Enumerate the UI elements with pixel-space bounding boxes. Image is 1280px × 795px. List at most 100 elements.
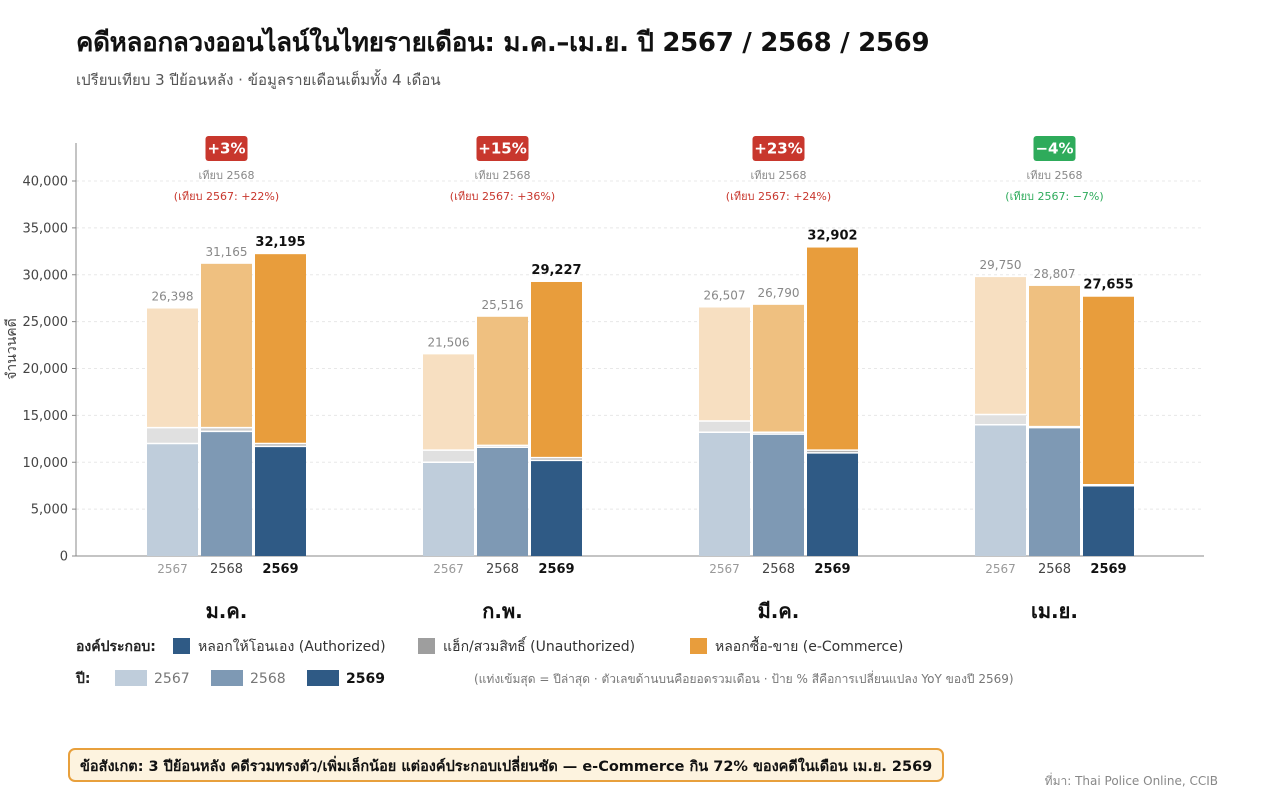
bar-total-label: 32,902 (807, 229, 857, 244)
y-tick-label: 25,000 (23, 315, 69, 330)
yoy-change-value: −4% (1035, 140, 1073, 158)
bar-segment-authorized (423, 462, 474, 556)
legend-year-label: 2568 (250, 671, 286, 687)
bar-segment-ecommerce (531, 281, 582, 458)
bar-segment-unauthorized (255, 443, 306, 447)
bar-year-label: 2568 (486, 562, 519, 577)
month-label: ม.ค. (206, 599, 248, 623)
legend-note: (แท่งเข้มสุด = ปีล่าสุด · ตัวเลขด้านบนคื… (474, 670, 1014, 687)
bar-segment-ecommerce (807, 247, 858, 451)
bar-segment-ecommerce (477, 316, 528, 446)
compare-2567-label: (เทียบ 2567: +36%) (450, 190, 555, 203)
bar-year-label: 2569 (814, 562, 850, 577)
bar-segment-unauthorized (699, 421, 750, 433)
legend-component-label: แฮ็ก/สวมสิทธิ์ (Unauthorized) (443, 636, 635, 655)
bar-segment-unauthorized (477, 445, 528, 448)
bar-total-label: 31,165 (206, 245, 248, 259)
y-tick-label: 20,000 (23, 362, 69, 377)
bar-segment-unauthorized (975, 414, 1026, 425)
bar-segment-unauthorized (753, 432, 804, 435)
bar-segment-unauthorized (531, 457, 582, 461)
chart-title: คดีหลอกลวงออนไลน์ในไทยรายเดือน: ม.ค.–เม.… (76, 28, 930, 58)
legend-year-swatch (307, 670, 339, 686)
bar-total-label: 26,507 (704, 288, 746, 302)
bar-total-label: 27,655 (1083, 278, 1133, 293)
compare-2567-label: (เทียบ 2567: +22%) (174, 190, 279, 203)
bar-segment-authorized (699, 432, 750, 556)
bar-segment-authorized (975, 424, 1026, 556)
bar-total-label: 29,227 (531, 263, 581, 278)
bar-year-label: 2567 (433, 562, 464, 576)
yoy-change-badge (476, 136, 529, 161)
y-tick-label: 30,000 (23, 268, 69, 283)
bar-segment-ecommerce (1029, 285, 1080, 427)
bar-segment-authorized (1083, 485, 1134, 556)
y-tick-label: 35,000 (23, 221, 69, 236)
source-credit: ที่มา: Thai Police Online, CCIB (1044, 774, 1218, 788)
bar-year-label: 2567 (157, 562, 188, 576)
yoy-change-value: +23% (754, 140, 802, 158)
compare-2567-label: (เทียบ 2567: −7%) (1005, 190, 1103, 203)
bar-year-label: 2569 (262, 562, 298, 577)
bar-total-label: 28,807 (1034, 267, 1076, 281)
yoy-change-badge (752, 136, 805, 161)
bar-segment-ecommerce (975, 277, 1026, 415)
legend-year-header: ปี: (75, 671, 91, 687)
bar-total-label: 29,750 (980, 258, 1022, 272)
legend-component-label: หลอกซื้อ-ขาย (e-Commerce) (715, 636, 903, 655)
legend-year-label: 2567 (154, 671, 190, 687)
legend-year-swatch (115, 670, 147, 686)
bar-segment-ecommerce (423, 354, 474, 451)
bar-year-label: 2568 (762, 562, 795, 577)
y-tick-label: 0 (60, 550, 68, 565)
stacked-bar-chart: 0 5,000 10,000 15,000 20,000 25,000 30,000 35,0… (4, 136, 1204, 687)
month-label: มี.ค. (758, 599, 800, 623)
yoy-change-value: +15% (478, 140, 526, 158)
bar-year-label: 2568 (210, 562, 243, 577)
bar-year-label: 2567 (985, 562, 1016, 576)
yoy-change-badge (205, 136, 248, 161)
bar-segment-ecommerce (753, 304, 804, 433)
bar-segment-authorized (1029, 427, 1080, 556)
bar-segment-authorized (531, 460, 582, 556)
bar-segment-unauthorized (807, 450, 858, 453)
insight-note: ข้อสังเกต: 3 ปีย้อนหลัง คดีรวมทรงตัว/เพิ… (68, 748, 945, 782)
bar-total-label: 26,398 (152, 290, 194, 304)
bar-segment-ecommerce (201, 263, 252, 428)
bar-segment-unauthorized (201, 427, 252, 432)
y-axis-label: จำนวนคดี (4, 318, 20, 380)
compare-2567-label: (เทียบ 2567: +24%) (726, 190, 831, 203)
legend-year-swatch (211, 670, 243, 686)
chart-subtitle: เปรียบเทียบ 3 ปีย้อนหลัง · ข้อมูลรายเดือ… (76, 71, 441, 89)
y-tick-label: 15,000 (23, 409, 69, 424)
compare-label: เทียบ 2568 (475, 169, 531, 182)
bar-year-label: 2567 (709, 562, 740, 576)
bar-total-label: 26,790 (758, 286, 800, 300)
legend-component-label: หลอกให้โอนเอง (Authorized) (198, 638, 386, 655)
bar-year-label: 2569 (1090, 562, 1126, 577)
y-tick-label: 5,000 (31, 503, 68, 518)
month-label: ก.พ. (482, 599, 523, 623)
bar-segment-authorized (201, 431, 252, 556)
y-tick-label: 10,000 (23, 456, 69, 471)
bar-segment-authorized (147, 443, 198, 556)
bar-segment-ecommerce (1083, 296, 1134, 485)
bar-year-label: 2569 (538, 562, 574, 577)
compare-label: เทียบ 2568 (751, 169, 807, 182)
bar-total-label: 32,195 (255, 235, 305, 250)
bar-segment-authorized (807, 452, 858, 556)
bar-total-label: 25,516 (482, 298, 524, 312)
compare-label: เทียบ 2568 (199, 169, 255, 182)
y-tick-label: 40,000 (23, 175, 69, 190)
yoy-change-badge (1033, 136, 1076, 161)
bar-segment-authorized (255, 446, 306, 556)
legend-swatch (690, 638, 707, 654)
legend-swatch (173, 638, 190, 654)
bar-segment-unauthorized (423, 450, 474, 463)
compare-label: เทียบ 2568 (1027, 169, 1083, 182)
legend-year-label: 2569 (346, 671, 385, 687)
bar-segment-ecommerce (255, 254, 306, 444)
legend-component-header: องค์ประกอบ: (76, 638, 156, 655)
bar-segment-ecommerce (147, 308, 198, 428)
bar-year-label: 2568 (1038, 562, 1071, 577)
